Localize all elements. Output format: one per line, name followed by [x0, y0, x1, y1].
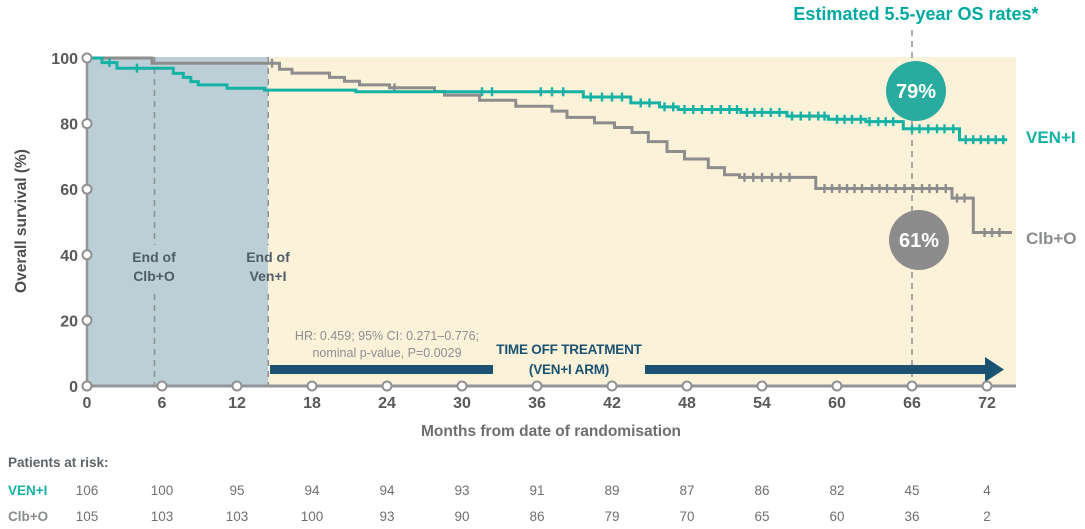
- x-tick-label: 12: [228, 395, 246, 412]
- on-treatment-shaded-region: [87, 57, 268, 386]
- x-tick-marker: [606, 380, 618, 392]
- time-off-arrow-bar-left: [270, 365, 493, 374]
- hr-annotation-line2: nominal p-value, P=0.0029: [312, 346, 461, 360]
- y-tick-marker: [81, 249, 93, 261]
- survival-curve-clbo: [87, 56, 1012, 234]
- x-tick-label: 54: [753, 395, 771, 412]
- risk-count: 93: [379, 509, 394, 524]
- risk-count: 100: [151, 483, 174, 498]
- x-tick-marker: [756, 380, 768, 392]
- risk-count: 65: [754, 509, 769, 524]
- risk-count: 94: [304, 483, 320, 498]
- risk-count: 95: [229, 483, 244, 498]
- axis-ticks-layer: 0 6 12 18 24 30 36 42 48 54 60 66 72 0 20 40 60 80 100: [51, 51, 996, 412]
- x-tick-label: 0: [83, 395, 92, 412]
- risk-count: 4: [983, 483, 991, 498]
- risk-table-heading: Patients at risk:: [8, 455, 109, 470]
- risk-count: 36: [904, 509, 919, 524]
- x-tick-label: 6: [158, 395, 167, 412]
- x-tick-label: 66: [903, 395, 921, 412]
- veni-estimate-circle: [886, 61, 946, 121]
- x-tick-label: 30: [453, 395, 471, 412]
- clbo-estimate-rate: 61%: [899, 230, 939, 252]
- y-tick-label: 80: [60, 117, 78, 134]
- y-tick-marker: [81, 118, 93, 130]
- x-tick-marker: [456, 380, 468, 392]
- y-tick-label: 100: [51, 51, 78, 68]
- time-off-arrow-bar-right: [645, 365, 987, 374]
- x-tick-marker: [981, 380, 993, 392]
- hr-annotation-line1: HR: 0.459; 95% CI: 0.271–0.776;: [295, 329, 479, 343]
- risk-count: 70: [679, 509, 694, 524]
- x-tick-label: 60: [828, 395, 846, 412]
- chart-title: Estimated 5.5-year OS rates*: [793, 4, 1038, 24]
- risk-count: 60: [829, 509, 844, 524]
- y-tick-marker: [81, 380, 93, 392]
- end-clbo-label-line1: End of: [132, 249, 176, 265]
- risk-count: 89: [604, 483, 619, 498]
- x-tick-marker: [681, 380, 693, 392]
- x-tick-label: 72: [978, 395, 996, 412]
- x-tick-label: 18: [303, 395, 321, 412]
- risk-row-label-veni: VEN+I: [8, 483, 47, 498]
- x-tick-marker: [831, 380, 843, 392]
- y-tick-label: 20: [60, 313, 78, 330]
- y-tick-marker: [81, 183, 93, 195]
- risk-count: 87: [679, 483, 694, 498]
- risk-count: 94: [379, 483, 395, 498]
- end-veni-label-line2: Ven+I: [250, 268, 287, 284]
- x-tick-marker: [231, 380, 243, 392]
- y-tick-marker: [81, 52, 93, 64]
- risk-table-values-layer: 106 100 95 94 94 93 91 89 87 86 82 45 4 105 103 103 100 9…: [76, 483, 992, 524]
- clbo-estimate-circle: [889, 210, 949, 270]
- x-tick-marker: [531, 380, 543, 392]
- series-label-clbo: Clb+O: [1026, 229, 1077, 248]
- risk-count: 86: [754, 483, 769, 498]
- risk-count: 105: [76, 509, 99, 524]
- time-off-arrow-head: [985, 357, 1004, 382]
- series-label-veni: VEN+I: [1026, 128, 1076, 147]
- x-tick-marker: [156, 380, 168, 392]
- x-tick-marker: [381, 380, 393, 392]
- y-tick-label: 0: [69, 379, 78, 396]
- end-veni-label-line1: End of: [246, 249, 290, 265]
- risk-count: 45: [904, 483, 919, 498]
- time-off-label-line2: (VEN+I ARM): [529, 362, 609, 377]
- y-tick-marker: [81, 314, 93, 326]
- risk-count: 90: [454, 509, 469, 524]
- x-axis-title: Months from date of randomisation: [421, 423, 681, 440]
- risk-count: 82: [829, 483, 844, 498]
- time-off-label-line1: TIME OFF TREATMENT: [496, 342, 642, 357]
- risk-count: 93: [454, 483, 469, 498]
- risk-count: 103: [226, 509, 249, 524]
- x-tick-label: 42: [603, 395, 621, 412]
- risk-count: 91: [529, 483, 544, 498]
- risk-count: 79: [604, 509, 619, 524]
- survival-curves-layer: [87, 56, 1012, 237]
- y-tick-label: 60: [60, 182, 78, 199]
- risk-count: 2: [983, 509, 991, 524]
- x-tick-marker: [306, 380, 318, 392]
- risk-count: 100: [301, 509, 324, 524]
- risk-row-label-clbo: Clb+O: [8, 509, 48, 524]
- risk-count: 103: [151, 509, 174, 524]
- end-clbo-label-line2: Clb+O: [133, 268, 175, 284]
- risk-count: 86: [529, 509, 544, 524]
- x-tick-label: 36: [528, 395, 546, 412]
- risk-count: 106: [76, 483, 99, 498]
- x-tick-label: 24: [378, 395, 396, 412]
- x-tick-marker: [906, 380, 918, 392]
- y-axis-title: Overall survival (%): [13, 149, 30, 293]
- y-tick-label: 40: [60, 248, 78, 265]
- veni-estimate-rate: 79%: [896, 81, 936, 103]
- x-tick-label: 48: [678, 395, 696, 412]
